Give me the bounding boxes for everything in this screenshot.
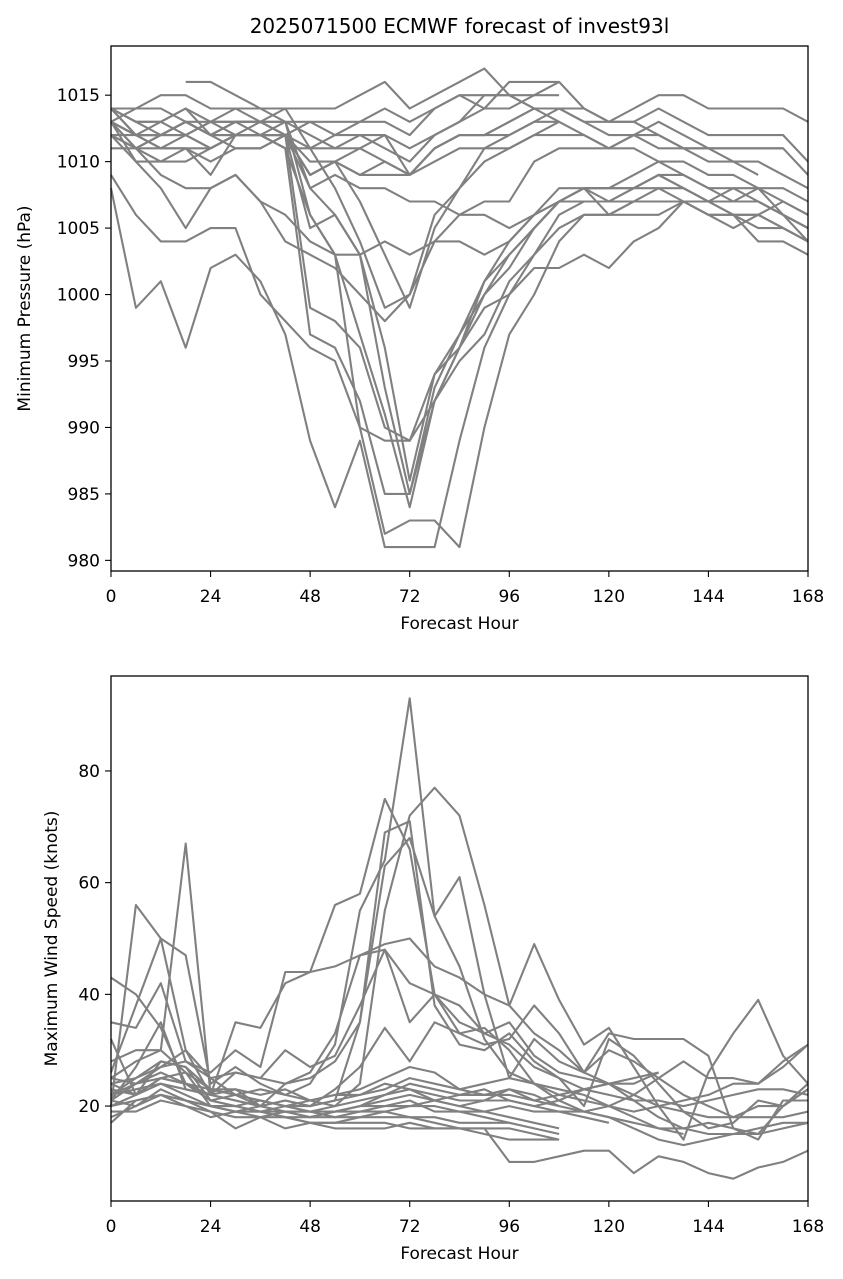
wind-y-tick-label: 60 xyxy=(78,874,100,894)
wind-series-line-4 xyxy=(110,697,808,1141)
pressure-series-line-4 xyxy=(185,80,560,123)
wind-series-line-18 xyxy=(110,1082,560,1141)
wind-series-line-8 xyxy=(110,948,809,1108)
wind-x-tick-label: 120 xyxy=(593,1217,625,1237)
wind-x-axis-label: Forecast Hour xyxy=(400,1244,518,1264)
pressure-series-line-1 xyxy=(111,67,809,123)
wind-y-tick-label: 20 xyxy=(78,1097,100,1117)
pressure-y-tick-label: 980 xyxy=(68,551,100,571)
pressure-panel: 2025071500 ECMWF forecast of invest93l 0… xyxy=(15,14,824,634)
pressure-x-tick-label: 72 xyxy=(399,587,421,607)
wind-x-axis: 0 24 48 72 96 120 144 168 xyxy=(106,1201,824,1237)
wind-series-line-5 xyxy=(110,786,809,1141)
pressure-x-tick-label: 0 xyxy=(106,587,117,607)
wind-series-line-7 xyxy=(110,937,809,1119)
pressure-series-line-22 xyxy=(110,107,759,176)
wind-x-tick-label: 0 xyxy=(106,1217,117,1237)
pressure-series-line-21 xyxy=(110,107,784,309)
wind-series-line-22 xyxy=(110,1071,660,1113)
pressure-series-line-15 xyxy=(110,120,809,509)
wind-y-tick-label: 40 xyxy=(78,985,100,1005)
pressure-y-tick-label: 1010 xyxy=(57,153,100,173)
pressure-plot-frame xyxy=(110,45,809,572)
pressure-x-tick-label: 120 xyxy=(593,587,625,607)
pressure-y-tick-label: 995 xyxy=(68,352,100,372)
pressure-series-group xyxy=(109,67,809,549)
pressure-x-tick-label: 24 xyxy=(200,587,222,607)
pressure-series-line-17 xyxy=(111,134,809,442)
wind-series-line-6 xyxy=(110,836,809,1113)
wind-y-axis-label: Maximum Wind Speed (knots) xyxy=(42,811,62,1067)
wind-x-tick-label: 144 xyxy=(692,1217,724,1237)
wind-x-tick-label: 168 xyxy=(792,1217,824,1237)
pressure-x-tick-label: 168 xyxy=(792,587,824,607)
pressure-x-axis: 0 24 48 72 96 120 144 168 xyxy=(106,571,824,607)
wind-y-axis: 20 40 60 80 xyxy=(78,762,111,1117)
wind-x-tick-label: 96 xyxy=(498,1217,520,1237)
pressure-series-line-14 xyxy=(110,107,809,482)
pressure-y-tick-label: 1015 xyxy=(57,86,100,106)
pressure-series-line-11 xyxy=(110,121,809,323)
pressure-y-tick-label: 1000 xyxy=(57,286,100,306)
wind-y-tick-label: 80 xyxy=(78,762,100,782)
wind-plot-frame xyxy=(110,675,809,1202)
wind-x-tick-label: 72 xyxy=(399,1217,421,1237)
wind-series-group xyxy=(109,697,809,1180)
wind-panel: 0 24 48 72 96 120 144 168 20 40 60 80 Forecast Hou… xyxy=(42,675,824,1264)
wind-series-line-21 xyxy=(110,1060,610,1124)
pressure-y-axis-label: Minimum Pressure (hPa) xyxy=(15,205,35,411)
wind-series-line-20 xyxy=(110,1071,510,1124)
pressure-x-tick-label: 96 xyxy=(498,587,520,607)
pressure-series-line-18 xyxy=(110,107,809,495)
wind-series-line-15 xyxy=(110,1082,560,1136)
pressure-y-tick-label: 990 xyxy=(68,418,100,438)
pressure-x-axis-label: Forecast Hour xyxy=(400,614,518,634)
pressure-x-tick-label: 48 xyxy=(299,587,321,607)
pressure-y-axis: 980 985 990 995 1000 1005 1010 1015 xyxy=(57,86,111,571)
wind-x-tick-label: 24 xyxy=(200,1217,222,1237)
pressure-x-tick-label: 144 xyxy=(692,587,724,607)
pressure-y-tick-label: 985 xyxy=(68,485,100,505)
chart-title: 2025071500 ECMWF forecast of invest93l xyxy=(250,14,670,38)
wind-x-tick-label: 48 xyxy=(299,1217,321,1237)
pressure-series-line-19 xyxy=(110,120,809,549)
pressure-y-tick-label: 1005 xyxy=(57,219,100,239)
